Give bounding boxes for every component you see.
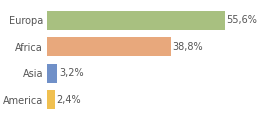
Text: 3,2%: 3,2% [59,68,84,78]
Bar [47,37,171,56]
Bar [47,64,57,83]
Text: 55,6%: 55,6% [227,15,257,25]
Bar [47,11,225,30]
Text: 38,8%: 38,8% [173,42,203,52]
Text: 2,4%: 2,4% [57,95,81,105]
Bar [47,90,55,109]
